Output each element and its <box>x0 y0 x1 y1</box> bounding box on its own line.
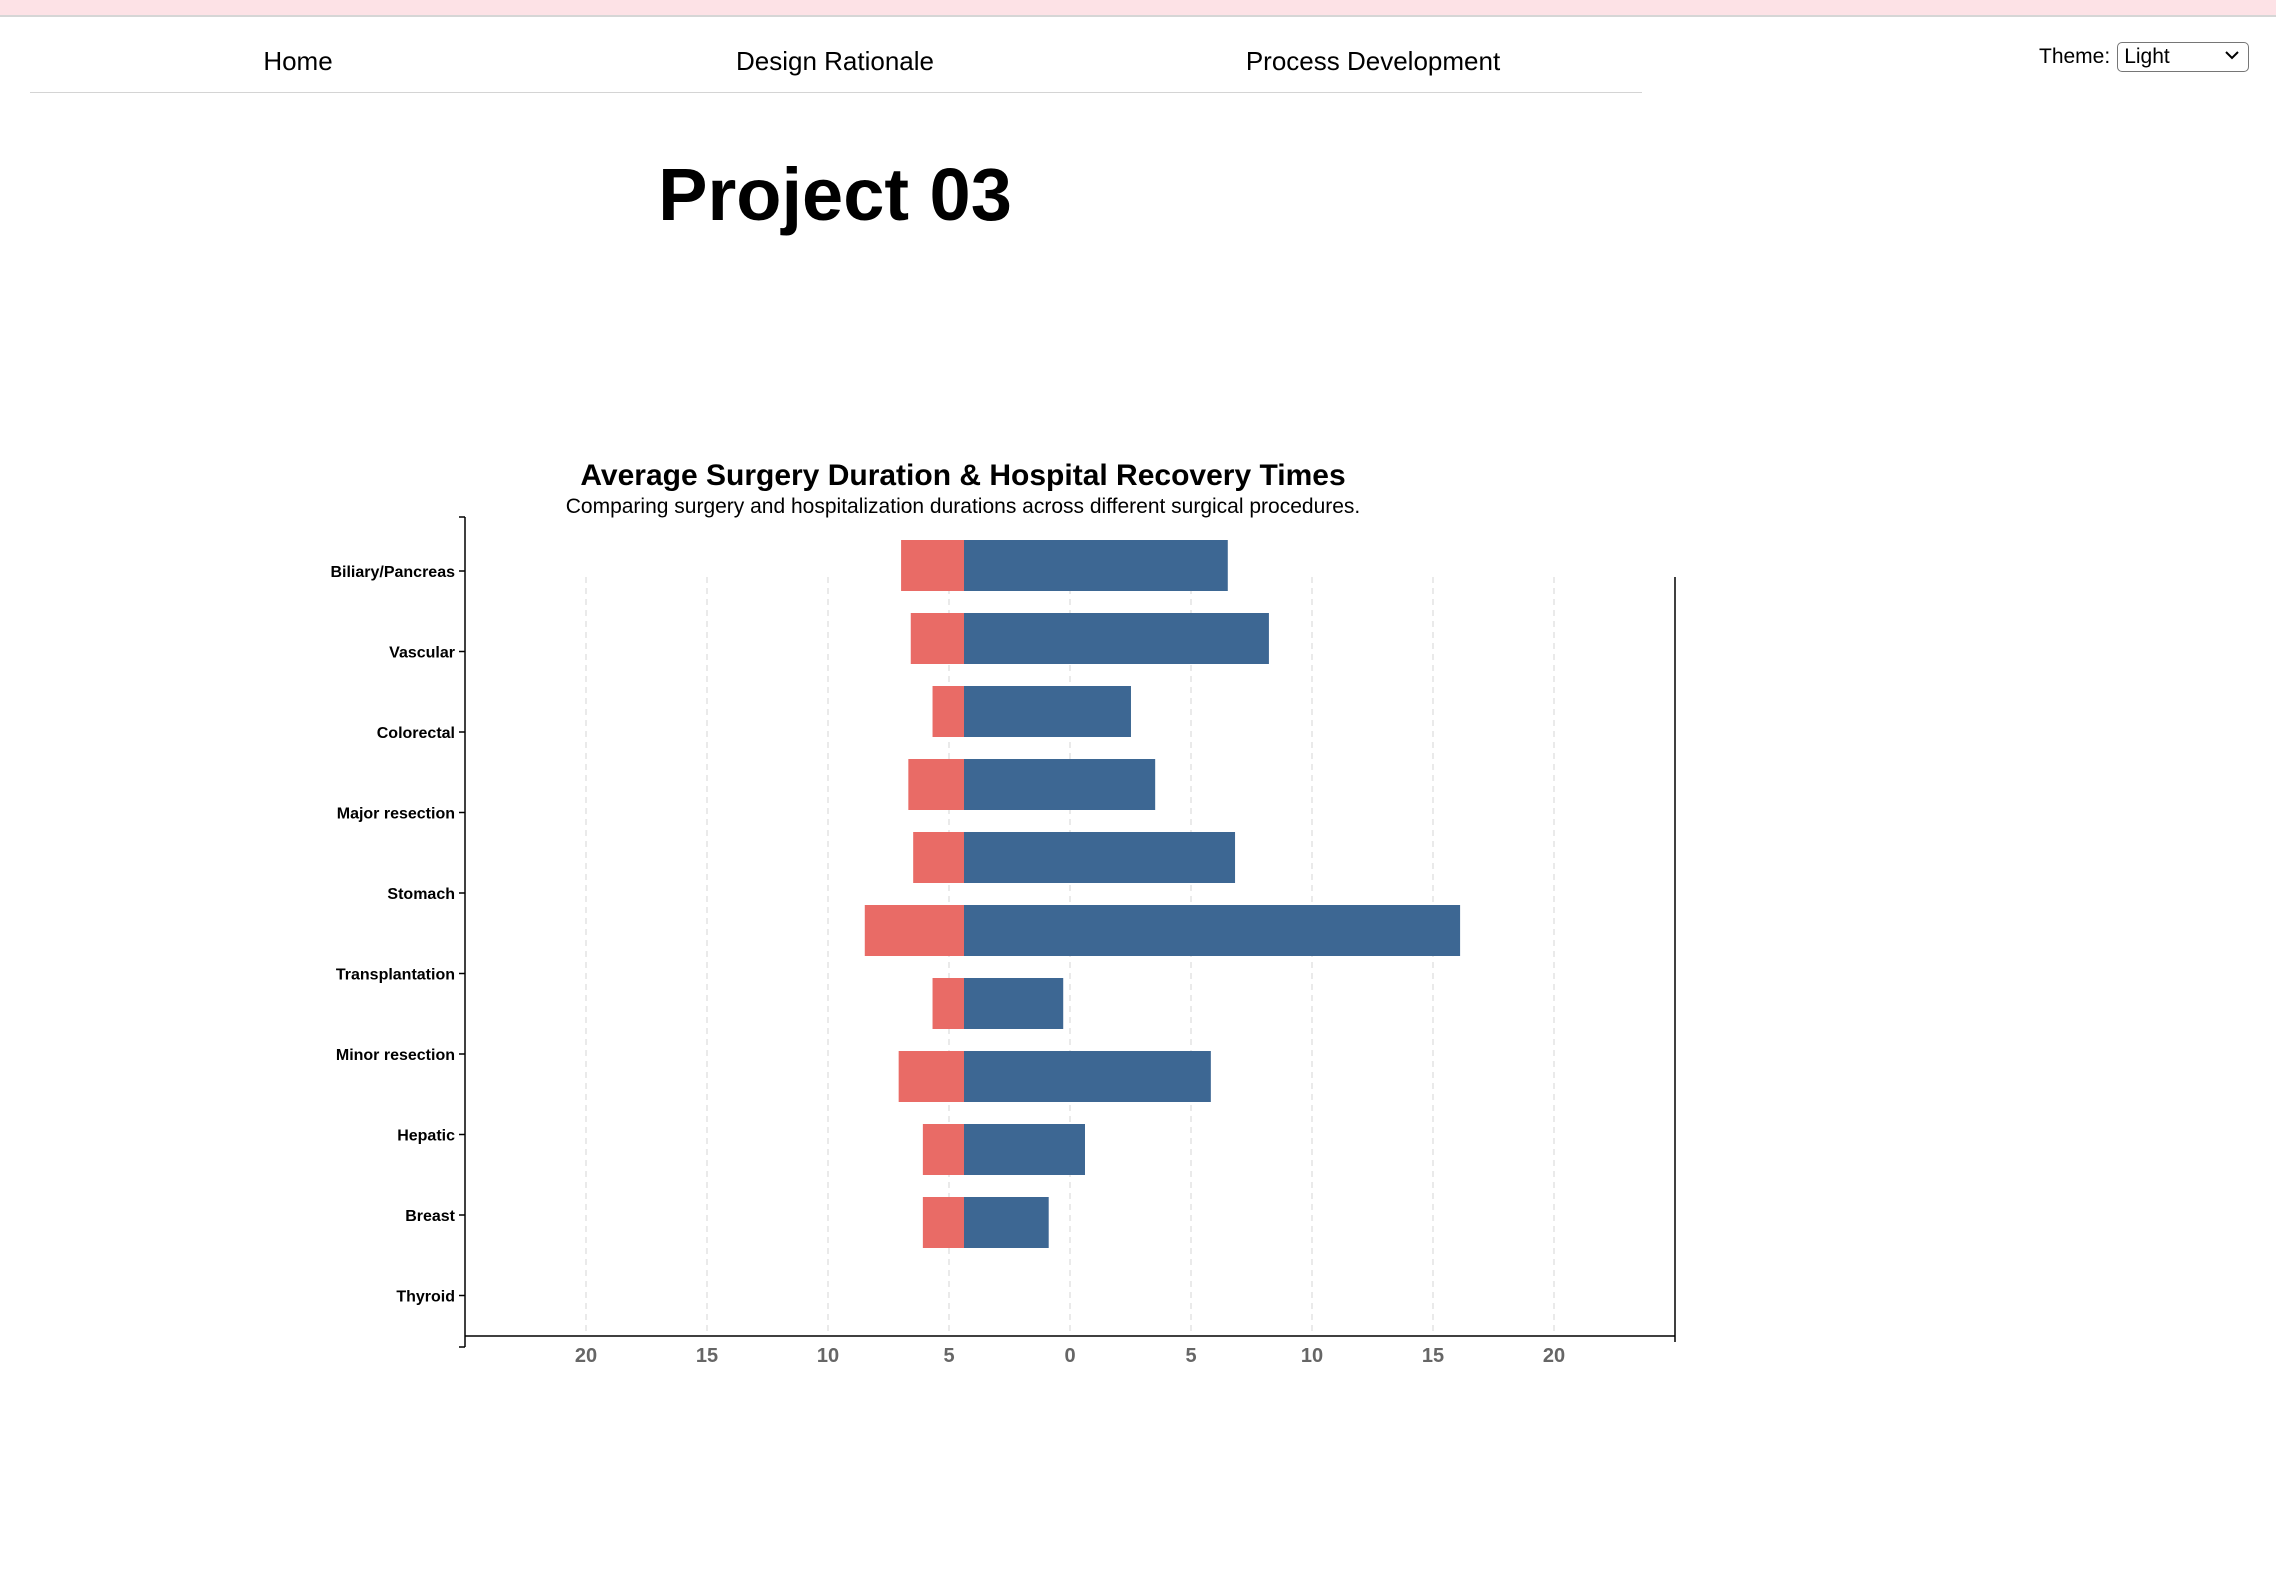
browser-top-bar <box>0 0 2276 17</box>
category-label: Breast <box>405 1208 455 1225</box>
bar-hospitalization <box>964 613 1269 664</box>
bar-surgery <box>932 686 964 737</box>
x-tick-label: 20 <box>1543 1345 1565 1367</box>
x-tick-label: 10 <box>817 1345 839 1367</box>
category-label: Biliary/Pancreas <box>330 564 455 581</box>
category-label: Colorectal <box>377 725 455 742</box>
nav-process-development-link[interactable]: Process Development <box>1245 46 1501 76</box>
bar-surgery <box>908 759 964 810</box>
bar-hospitalization <box>964 686 1131 737</box>
bar-hospitalization <box>964 978 1064 1029</box>
category-label: Minor resection <box>336 1047 455 1064</box>
chevron-down-icon <box>2225 51 2239 60</box>
category-label: Thyroid <box>396 1289 455 1306</box>
category-label: Vascular <box>389 645 455 662</box>
bar-surgery <box>922 1197 964 1248</box>
x-tick-label: 0 <box>1064 1345 1075 1367</box>
x-tick-label: 10 <box>1301 1345 1323 1367</box>
category-label: Stomach <box>387 886 455 903</box>
nav-home-link[interactable]: Home <box>263 46 333 76</box>
page-title: Project 03 <box>658 153 1012 236</box>
theme-select[interactable]: Light <box>2117 42 2250 72</box>
bar-surgery <box>932 978 964 1029</box>
main-nav: Home Design Rationale Process Developmen… <box>30 26 1642 93</box>
bar-hospitalization <box>964 540 1228 591</box>
bar-hospitalization <box>964 1051 1211 1102</box>
bar-hospitalization <box>964 759 1156 810</box>
x-tick-label: 15 <box>696 1345 718 1367</box>
bar-surgery <box>864 905 964 956</box>
bar-surgery <box>901 540 964 591</box>
bar-hospitalization <box>964 832 1236 883</box>
chart-subtitle: Comparing surgery and hospitalization du… <box>565 495 1361 518</box>
category-label: Hepatic <box>397 1128 455 1145</box>
category-label: Transplantation <box>336 967 455 984</box>
bar-hospitalization <box>964 1124 1085 1175</box>
x-tick-label: 5 <box>1185 1345 1196 1367</box>
bar-hospitalization <box>964 1197 1049 1248</box>
theme-label: Theme: <box>2039 45 2111 68</box>
bar-surgery <box>898 1051 964 1102</box>
chart-title: Average Surgery Duration & Hospital Reco… <box>580 459 1346 492</box>
x-tick-label: 20 <box>575 1345 597 1367</box>
nav-design-rationale-link[interactable]: Design Rationale <box>735 46 935 76</box>
theme-select-value: Light <box>2124 45 2170 68</box>
category-label: Major resection <box>337 806 455 823</box>
bar-hospitalization <box>964 905 1461 956</box>
bar-surgery <box>922 1124 964 1175</box>
bar-surgery <box>913 832 964 883</box>
x-tick-label: 15 <box>1422 1345 1444 1367</box>
bar-surgery <box>910 613 964 664</box>
x-tick-label: 5 <box>943 1345 954 1367</box>
chart: Biliary/Pancreas Vascular Colorectal Major … <box>330 516 1676 1367</box>
theme-control: Theme: Light <box>2039 42 2250 72</box>
